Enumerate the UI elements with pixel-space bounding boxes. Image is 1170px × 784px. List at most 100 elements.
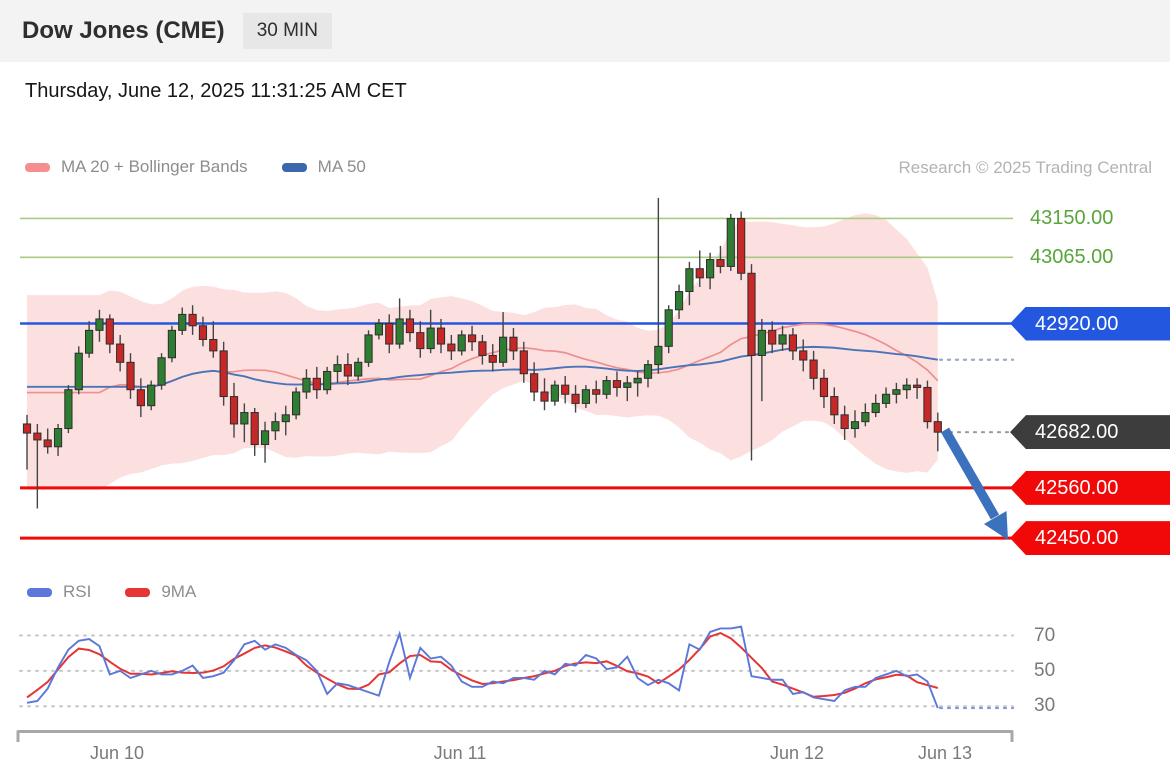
x-axis-bracket	[16, 730, 1014, 742]
candle-up	[271, 421, 280, 432]
candle-down	[840, 414, 849, 430]
candle-down	[799, 350, 808, 361]
rsi-swatch-icon	[27, 587, 52, 597]
main-chart-legend: MA 20 + Bollinger Bands MA 50	[25, 157, 400, 177]
candle-up	[850, 421, 860, 430]
candle-up	[633, 377, 642, 384]
candle-down	[198, 325, 208, 340]
candle-up	[623, 382, 632, 388]
candle-up	[323, 370, 332, 391]
candle-up	[664, 309, 673, 347]
candle-up	[95, 318, 104, 331]
candle-down	[716, 259, 725, 267]
candle-down	[22, 423, 32, 434]
legend-label: 9MA	[161, 582, 197, 601]
candle-down	[933, 421, 942, 433]
rsi-9ma-swatch-icon	[125, 587, 151, 597]
x-axis-label-jun12: Jun 12	[769, 743, 825, 763]
candle-down	[809, 359, 818, 379]
candle-down	[923, 386, 932, 423]
candle-down	[136, 389, 145, 407]
candle-down	[540, 391, 549, 402]
rsi-legend: RSI 9MA	[27, 582, 230, 602]
ma50-swatch-icon	[281, 162, 307, 172]
x-axis-label-jun10: Jun 10	[89, 743, 145, 763]
candle-down	[105, 318, 114, 345]
candle-down	[768, 329, 777, 345]
candle-up	[178, 313, 187, 331]
candle-down	[530, 373, 539, 393]
candle-down	[695, 268, 704, 279]
candle-down	[312, 377, 321, 391]
candle-down	[126, 361, 135, 391]
legend-item-9ma: 9MA	[125, 582, 196, 602]
candle-down	[747, 272, 756, 356]
candle-down	[250, 412, 259, 446]
bollinger-swatch-icon	[25, 162, 50, 172]
support-price-tag-2: 42450.00	[1010, 521, 1170, 556]
candle-down	[467, 334, 477, 343]
last-price-tag: 42682.00	[1010, 415, 1170, 450]
candle-up	[260, 430, 270, 446]
legend-item-rsi: RSI	[27, 582, 91, 602]
header-bar: Dow Jones (CME) 30 MIN	[0, 0, 1170, 62]
candle-down	[116, 343, 125, 363]
research-copyright: Research © 2025 Trading Central	[898, 158, 1153, 177]
candle-up	[643, 364, 653, 379]
candle-up	[53, 428, 63, 448]
candle-down	[571, 393, 580, 404]
candle-up	[292, 391, 301, 416]
candle-up	[902, 384, 911, 391]
pivot-price-tag: 42920.00	[1010, 306, 1170, 341]
candle-up	[674, 291, 684, 311]
candle-down	[405, 318, 415, 334]
candle-down	[819, 377, 829, 398]
candle-up	[147, 384, 156, 407]
legend-item-bollinger: MA 20 + Bollinger Bands	[25, 157, 248, 177]
candle-down	[737, 217, 746, 274]
rsi-line	[26, 625, 939, 709]
candle-down	[188, 313, 197, 327]
candle-up	[333, 364, 342, 372]
candle-down	[33, 432, 42, 441]
candle-up	[550, 384, 559, 402]
chart-datetime: Thursday, June 12, 2025 11:31:25 AM CET	[25, 80, 407, 102]
candle-up	[240, 412, 249, 425]
candle-down	[436, 327, 446, 345]
candle-up	[426, 327, 435, 350]
candle-up	[757, 329, 766, 356]
candle-up	[374, 323, 383, 336]
rsi-9ma-line	[26, 631, 939, 699]
candle-up	[581, 389, 590, 404]
candle-down	[561, 384, 570, 395]
candle-up	[654, 345, 663, 366]
candle-up	[167, 329, 177, 359]
candle-up	[861, 412, 870, 423]
legend-label: RSI	[63, 582, 92, 601]
rsi-tick-50: 50	[1034, 659, 1056, 681]
candle-down	[788, 334, 797, 352]
down-arrow-head-icon	[984, 511, 1008, 540]
page-title: Dow Jones (CME)	[22, 17, 225, 44]
candle-up	[395, 318, 404, 345]
candle-up	[281, 414, 290, 423]
candle-up	[881, 393, 891, 404]
candle-down	[830, 396, 839, 416]
candle-up	[778, 334, 787, 345]
timeframe-badge: 30 MIN	[242, 13, 332, 49]
candle-up	[499, 336, 508, 363]
resistance-level-label-2: 43065.00	[1030, 246, 1114, 269]
rsi-tick-70: 70	[1034, 624, 1056, 646]
candle-up	[85, 329, 94, 354]
candle-down	[209, 338, 218, 352]
rsi-tick-30: 30	[1034, 695, 1056, 717]
candle-down	[519, 350, 528, 375]
candle-up	[726, 217, 735, 267]
candle-down	[229, 396, 239, 425]
candle-down	[416, 332, 425, 350]
down-arrow-shaft	[940, 427, 1000, 520]
candle-down	[509, 336, 518, 352]
candle-up	[871, 402, 880, 414]
